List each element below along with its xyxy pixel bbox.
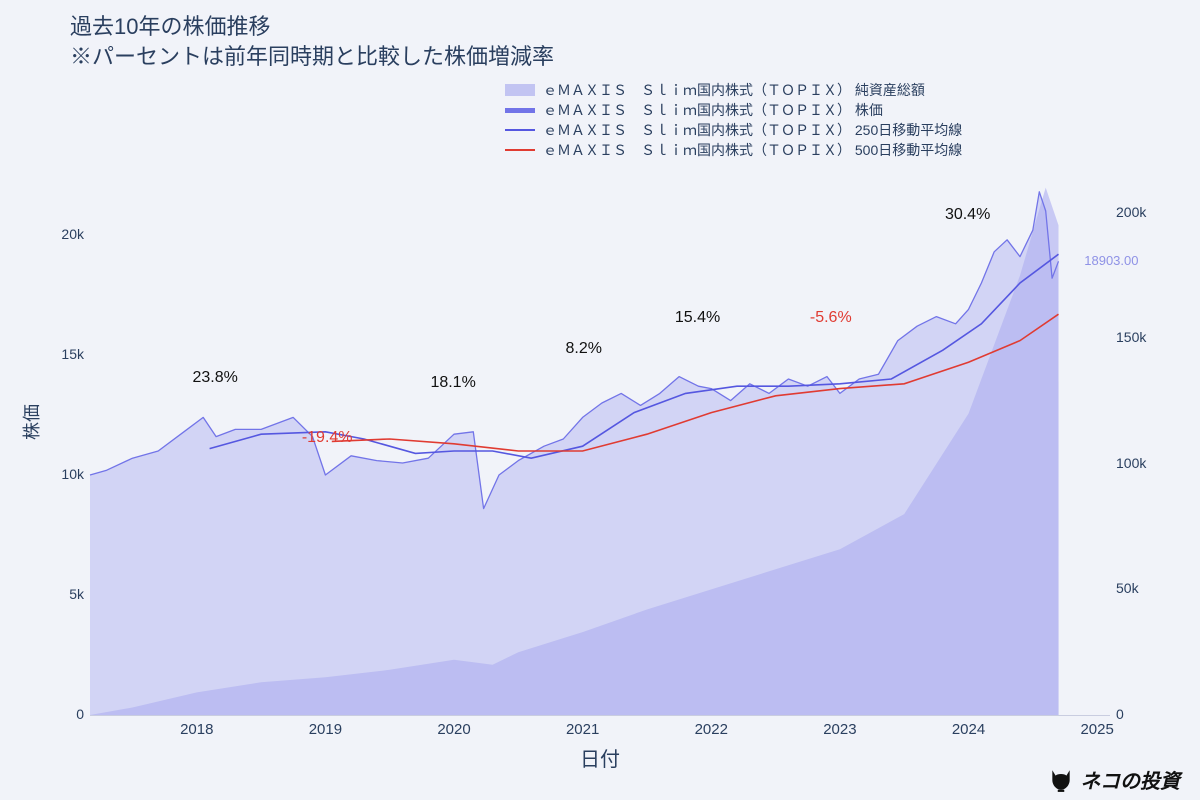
legend-item-price[interactable]: ｅＭＡＸＩＳ Ｓｌｉｍ国内株式（ＴＯＰＩＸ） 株価: [505, 100, 962, 120]
legend-item-ma500[interactable]: ｅＭＡＸＩＳ Ｓｌｉｍ国内株式（ＴＯＰＩＸ） 500日移動平均線: [505, 140, 962, 160]
plot-svg: [90, 175, 1110, 715]
legend-swatch-ma500: [505, 149, 535, 151]
legend-item-ma250[interactable]: ｅＭＡＸＩＳ Ｓｌｉｍ国内株式（ＴＯＰＩＸ） 250日移動平均線: [505, 120, 962, 140]
pct-annotation: 18.1%: [430, 374, 475, 392]
x-tick: 2021: [566, 721, 599, 738]
pct-annotation: 8.2%: [565, 340, 601, 358]
y-left-tick: 10k: [34, 466, 84, 482]
pct-annotation: -19.4%: [302, 429, 353, 447]
y-right-tick: 100k: [1116, 455, 1176, 471]
legend-item-net-assets[interactable]: ｅＭＡＸＩＳ Ｓｌｉｍ国内株式（ＴＯＰＩＸ） 純資産総額: [505, 80, 962, 100]
title-line-2: ※パーセントは前年同時期と比較した株価増減率: [70, 42, 554, 72]
x-tick: 2022: [695, 721, 728, 738]
x-tick: 2023: [823, 721, 856, 738]
x-tick: 2025: [1080, 721, 1113, 738]
title-line-1: 過去10年の株価推移: [70, 12, 554, 42]
x-tick: 2020: [437, 721, 470, 738]
legend: ｅＭＡＸＩＳ Ｓｌｉｍ国内株式（ＴＯＰＩＸ） 純資産総額 ｅＭＡＸＩＳ Ｓｌｉｍ…: [505, 80, 962, 160]
y-right-tick: 200k: [1116, 204, 1176, 220]
pct-annotation: 15.4%: [675, 309, 720, 327]
x-tick: 2019: [309, 721, 342, 738]
last-value-label: 18903.00: [1084, 253, 1138, 268]
y-left-tick: 15k: [34, 346, 84, 362]
y-axis-right-label: 純資産総額 (百万円): [1196, 560, 1200, 721]
legend-swatch-price: [505, 108, 535, 113]
legend-swatch-ma250: [505, 129, 535, 131]
x-axis-label: 日付: [0, 743, 1200, 772]
y-right-tick: 50k: [1116, 580, 1176, 596]
pct-annotation: 23.8%: [192, 369, 237, 387]
y-left-tick: 20k: [34, 226, 84, 242]
x-tick: 2018: [180, 721, 213, 738]
x-tick: 2024: [952, 721, 985, 738]
watermark-text: ネコの投資: [1080, 765, 1180, 794]
y-right-tick: 150k: [1116, 329, 1176, 345]
watermark: ネコの投資: [1048, 765, 1180, 794]
legend-swatch-area: [505, 84, 535, 96]
legend-label: ｅＭＡＸＩＳ Ｓｌｉｍ国内株式（ＴＯＰＩＸ） 純資産総額: [543, 80, 925, 100]
legend-label: ｅＭＡＸＩＳ Ｓｌｉｍ国内株式（ＴＯＰＩＸ） 株価: [543, 100, 883, 120]
cat-icon: [1048, 767, 1074, 793]
y-left-tick: 0: [34, 706, 84, 722]
plot-area[interactable]: [90, 175, 1110, 715]
y-left-tick: 5k: [34, 586, 84, 602]
chart-title: 過去10年の株価推移 ※パーセントは前年同時期と比較した株価増減率: [70, 12, 554, 71]
legend-label: ｅＭＡＸＩＳ Ｓｌｉｍ国内株式（ＴＯＰＩＸ） 250日移動平均線: [543, 120, 962, 140]
y-right-tick: 0: [1116, 706, 1176, 722]
pct-annotation: 30.4%: [945, 206, 990, 224]
pct-annotation: -5.6%: [810, 309, 852, 327]
y-axis-left-label: 株価: [18, 404, 44, 440]
stock-chart: 過去10年の株価推移 ※パーセントは前年同時期と比較した株価増減率 ｅＭＡＸＩＳ…: [0, 0, 1200, 800]
legend-label: ｅＭＡＸＩＳ Ｓｌｉｍ国内株式（ＴＯＰＩＸ） 500日移動平均線: [543, 140, 962, 160]
